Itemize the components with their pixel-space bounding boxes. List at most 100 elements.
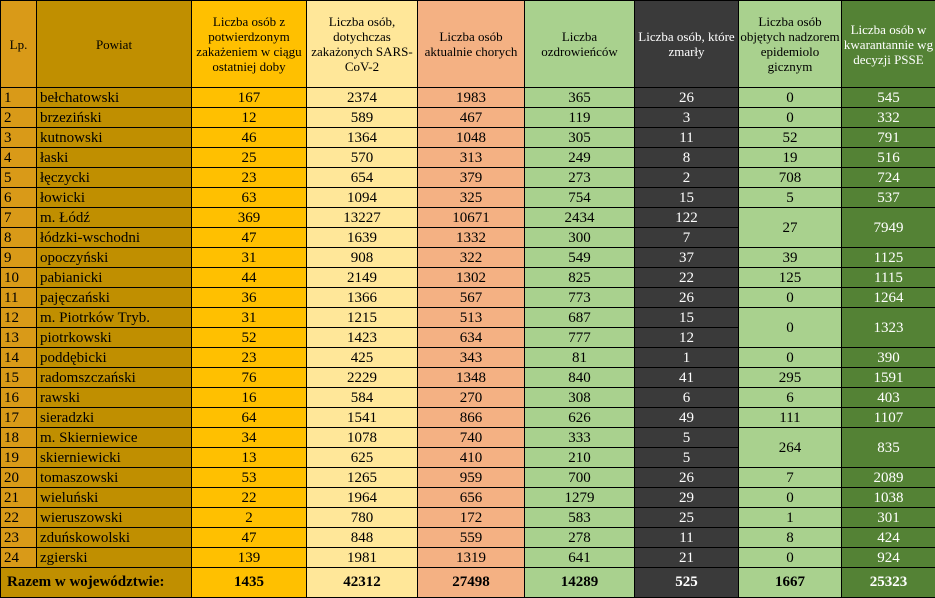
cell-active: 559: [418, 528, 525, 548]
cell-recovered: 300: [525, 228, 635, 248]
cell-lp: 17: [1, 408, 37, 428]
cell-lp: 3: [1, 128, 37, 148]
cell-active: 322: [418, 248, 525, 268]
cell-supervised: 0: [739, 108, 842, 128]
cell-deaths: 25: [635, 508, 739, 528]
cell-deaths: 49: [635, 408, 739, 428]
cell-deaths: 26: [635, 288, 739, 308]
cell-new-cases: 63: [192, 188, 307, 208]
cell-quarantine: 390: [842, 348, 935, 368]
cell-total: 2229: [307, 368, 418, 388]
cell-powiat: bełchatowski: [37, 88, 192, 108]
cell-active: 410: [418, 448, 525, 468]
cell-total: 1364: [307, 128, 418, 148]
cell-active: 1302: [418, 268, 525, 288]
cell-recovered: 641: [525, 548, 635, 568]
cell-quarantine: 537: [842, 188, 935, 208]
cell-powiat: tomaszowski: [37, 468, 192, 488]
cell-active: 634: [418, 328, 525, 348]
cell-quarantine: 545: [842, 88, 935, 108]
cell-deaths: 1: [635, 348, 739, 368]
cell-new-cases: 139: [192, 548, 307, 568]
cell-new-cases: 76: [192, 368, 307, 388]
cell-new-cases: 31: [192, 308, 307, 328]
cell-total: 584: [307, 388, 418, 408]
cell-active: 1983: [418, 88, 525, 108]
cell-powiat: łęczycki: [37, 168, 192, 188]
cell-recovered: 583: [525, 508, 635, 528]
cell-deaths: 6: [635, 388, 739, 408]
cell-active: 467: [418, 108, 525, 128]
cell-powiat: zduńskowolski: [37, 528, 192, 548]
cell-supervised: 264: [739, 428, 842, 468]
cell-lp: 5: [1, 168, 37, 188]
cell-lp: 14: [1, 348, 37, 368]
cell-deaths: 26: [635, 468, 739, 488]
cell-lp: 18: [1, 428, 37, 448]
cell-supervised: 111: [739, 408, 842, 428]
cell-total: 1981: [307, 548, 418, 568]
cell-quarantine: 1107: [842, 408, 935, 428]
cell-supervised: 39: [739, 248, 842, 268]
table-header: Lp. Powiat Liczba osób z potwierdzonym z…: [1, 1, 935, 88]
cell-new-cases: 52: [192, 328, 307, 348]
cell-active: 1348: [418, 368, 525, 388]
cell-supervised: 0: [739, 548, 842, 568]
cell-total: 1094: [307, 188, 418, 208]
cell-deaths: 11: [635, 528, 739, 548]
cell-total: 1964: [307, 488, 418, 508]
totals-total: 42312: [307, 568, 418, 598]
cell-quarantine: 924: [842, 548, 935, 568]
cell-new-cases: 12: [192, 108, 307, 128]
cell-deaths: 37: [635, 248, 739, 268]
totals-recovered: 14289: [525, 568, 635, 598]
cell-powiat: sieradzki: [37, 408, 192, 428]
cell-new-cases: 23: [192, 348, 307, 368]
cell-total: 1265: [307, 468, 418, 488]
cell-lp: 7: [1, 208, 37, 228]
cell-powiat: brzeziński: [37, 108, 192, 128]
cell-powiat: skierniewicki: [37, 448, 192, 468]
cell-recovered: 840: [525, 368, 635, 388]
cell-powiat: łaski: [37, 148, 192, 168]
cell-active: 959: [418, 468, 525, 488]
header-recovered: Liczba ozdrowieńców: [525, 1, 635, 88]
cell-new-cases: 2: [192, 508, 307, 528]
cell-supervised: 0: [739, 488, 842, 508]
cell-supervised: 0: [739, 88, 842, 108]
totals-new-cases: 1435: [192, 568, 307, 598]
cell-lp: 13: [1, 328, 37, 348]
cell-powiat: rawski: [37, 388, 192, 408]
cell-recovered: 249: [525, 148, 635, 168]
cell-lp: 24: [1, 548, 37, 568]
totals-quarantine: 25323: [842, 568, 935, 598]
cell-active: 866: [418, 408, 525, 428]
cell-active: 1319: [418, 548, 525, 568]
totals-active: 27498: [418, 568, 525, 598]
cell-recovered: 777: [525, 328, 635, 348]
cell-active: 343: [418, 348, 525, 368]
cell-deaths: 22: [635, 268, 739, 288]
header-supervised: Liczba osób objętych nadzorem epidemiolo…: [739, 1, 842, 88]
cell-total: 654: [307, 168, 418, 188]
cell-active: 656: [418, 488, 525, 508]
cell-deaths: 12: [635, 328, 739, 348]
cell-powiat: łódzki-wschodni: [37, 228, 192, 248]
cell-powiat: łowicki: [37, 188, 192, 208]
cell-new-cases: 53: [192, 468, 307, 488]
cell-recovered: 754: [525, 188, 635, 208]
cell-supervised: 0: [739, 288, 842, 308]
cell-supervised: 8: [739, 528, 842, 548]
cell-deaths: 7: [635, 228, 739, 248]
cell-supervised: 19: [739, 148, 842, 168]
cell-powiat: m. Skierniewice: [37, 428, 192, 448]
cell-lp: 22: [1, 508, 37, 528]
